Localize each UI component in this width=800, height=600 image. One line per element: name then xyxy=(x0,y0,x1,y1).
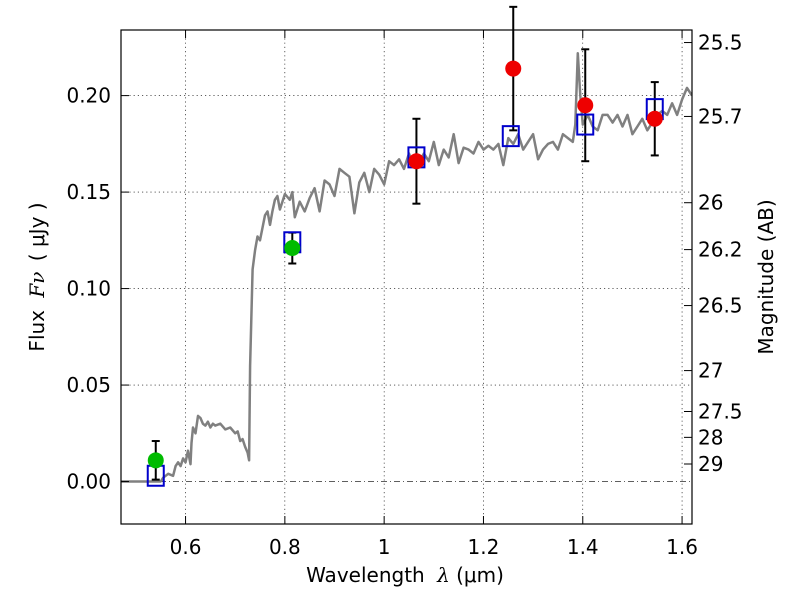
y2-tick-label: 26.2 xyxy=(698,238,743,262)
x-tick-label: 1 xyxy=(378,535,391,559)
y-axis-unit: ( μJy ) xyxy=(25,202,49,261)
grid xyxy=(121,30,692,524)
observed-photometry-markers xyxy=(147,60,663,469)
y-axis-title: Flux Fν ( μJy ) xyxy=(25,202,49,351)
y2-axis-ticks: 25.5 25.7 26 26.2 26.5 27 27.528 29 xyxy=(684,31,743,476)
x-tick-label: 0.8 xyxy=(269,535,301,559)
x-tick-label: 0.6 xyxy=(170,535,202,559)
x-axis-ticks: 0.6 0.8 1 1.2 1.4 1.6 xyxy=(170,30,698,559)
x-axis-unit: (μm) xyxy=(456,563,504,587)
y-axis-symbol: Fν xyxy=(25,272,49,299)
x-tick-label: 1.6 xyxy=(666,535,698,559)
observed-point xyxy=(408,153,425,170)
y2-tick-label: 25.5 xyxy=(698,31,743,55)
plot-frame xyxy=(120,29,693,525)
observed-point xyxy=(646,110,663,127)
y-tick-label: 0.20 xyxy=(66,84,111,108)
observed-point xyxy=(577,97,594,114)
y2-tick-label: 29 xyxy=(698,452,723,476)
y2-tick-label: 26 xyxy=(698,191,723,215)
y-tick-label: 0.15 xyxy=(66,180,111,204)
model-photometry-markers xyxy=(146,98,664,487)
y2-tick-label: 28 xyxy=(698,425,723,449)
x-axis-title: Wavelength λ (μm) xyxy=(306,563,504,587)
model-photometry-square xyxy=(576,113,595,136)
x-tick-label: 1.4 xyxy=(567,535,599,559)
y2-tick-label: 26.5 xyxy=(698,294,743,318)
observed-point xyxy=(284,240,301,257)
x-axis-symbol: λ xyxy=(436,563,450,587)
y-tick-label: 0.10 xyxy=(66,277,111,301)
y-axis-ticks: 0.00 0.05 0.10 0.15 0.20 xyxy=(66,84,129,494)
y2-axis-title: Magnitude (AB) xyxy=(754,199,778,354)
model-photometry-square xyxy=(501,125,520,148)
y2-tick-label: 25.7 xyxy=(698,104,743,128)
y2-tick-label: 27.5 xyxy=(698,399,743,423)
y2-tick-label: 27 xyxy=(698,359,723,383)
y-tick-label: 0.05 xyxy=(66,373,111,397)
y-axis-label: Flux xyxy=(25,310,49,352)
y-tick-label: 0.00 xyxy=(66,470,111,494)
observed-point xyxy=(505,60,522,77)
observed-point xyxy=(147,452,164,469)
x-tick-label: 1.2 xyxy=(468,535,500,559)
x-axis-label: Wavelength xyxy=(306,563,425,587)
